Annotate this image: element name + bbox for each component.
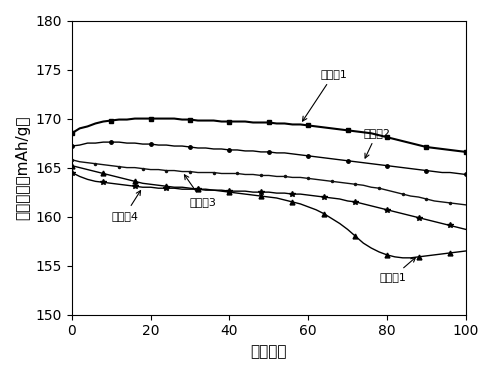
对比例4 xyxy=(195,187,201,191)
对比例3 xyxy=(156,167,162,172)
对比例3 xyxy=(463,203,469,207)
Text: 对比例3: 对比例3 xyxy=(184,175,217,207)
对比例2 xyxy=(100,140,106,144)
对比例1 xyxy=(400,255,406,260)
对比例4 xyxy=(329,196,335,200)
对比例1 xyxy=(455,250,461,254)
X-axis label: 循环圈数: 循环圈数 xyxy=(250,344,287,359)
实施例1 xyxy=(203,118,208,123)
对比例2 xyxy=(69,144,75,148)
对比例3 xyxy=(455,202,461,206)
实施例1 xyxy=(455,149,461,153)
对比例1 xyxy=(353,234,359,239)
实施例1 xyxy=(69,131,75,135)
实施例1 xyxy=(164,116,169,121)
实施例1 xyxy=(463,150,469,154)
Line: 对比例3: 对比例3 xyxy=(70,158,468,207)
对比例1 xyxy=(69,163,75,168)
对比例2 xyxy=(164,143,169,147)
对比例4 xyxy=(69,170,75,175)
Text: 对比例4: 对比例4 xyxy=(111,191,141,221)
实施例1 xyxy=(337,127,343,132)
对比例2 xyxy=(195,146,201,150)
对比例4 xyxy=(187,187,193,191)
对比例1 xyxy=(156,183,162,187)
对比例4 xyxy=(455,225,461,230)
对比例2 xyxy=(463,172,469,177)
Text: 对比例1: 对比例1 xyxy=(379,258,415,282)
实施例1 xyxy=(361,130,367,135)
实施例1 xyxy=(132,116,138,121)
Line: 实施例1: 实施例1 xyxy=(69,116,468,154)
对比例3 xyxy=(195,170,201,175)
对比例1 xyxy=(329,217,335,221)
对比例4 xyxy=(156,186,162,190)
Line: 对比例2: 对比例2 xyxy=(70,140,467,176)
对比例2 xyxy=(361,160,367,165)
Line: 对比例1: 对比例1 xyxy=(69,163,468,260)
对比例3 xyxy=(187,169,193,174)
Text: 对比例2: 对比例2 xyxy=(364,128,390,158)
对比例3 xyxy=(69,157,75,162)
对比例2 xyxy=(203,146,208,150)
对比例2 xyxy=(337,157,343,162)
对比例3 xyxy=(329,179,335,184)
对比例3 xyxy=(353,182,359,187)
对比例1 xyxy=(187,186,193,190)
Y-axis label: 放电容量（mAh/g）: 放电容量（mAh/g） xyxy=(15,115,30,220)
对比例4 xyxy=(353,200,359,204)
Text: 实施例1: 实施例1 xyxy=(302,70,347,121)
对比例4 xyxy=(463,227,469,232)
对比例1 xyxy=(463,249,469,253)
对比例2 xyxy=(455,171,461,176)
实施例1 xyxy=(195,118,201,123)
对比例1 xyxy=(195,187,201,191)
Line: 对比例4: 对比例4 xyxy=(69,170,469,232)
